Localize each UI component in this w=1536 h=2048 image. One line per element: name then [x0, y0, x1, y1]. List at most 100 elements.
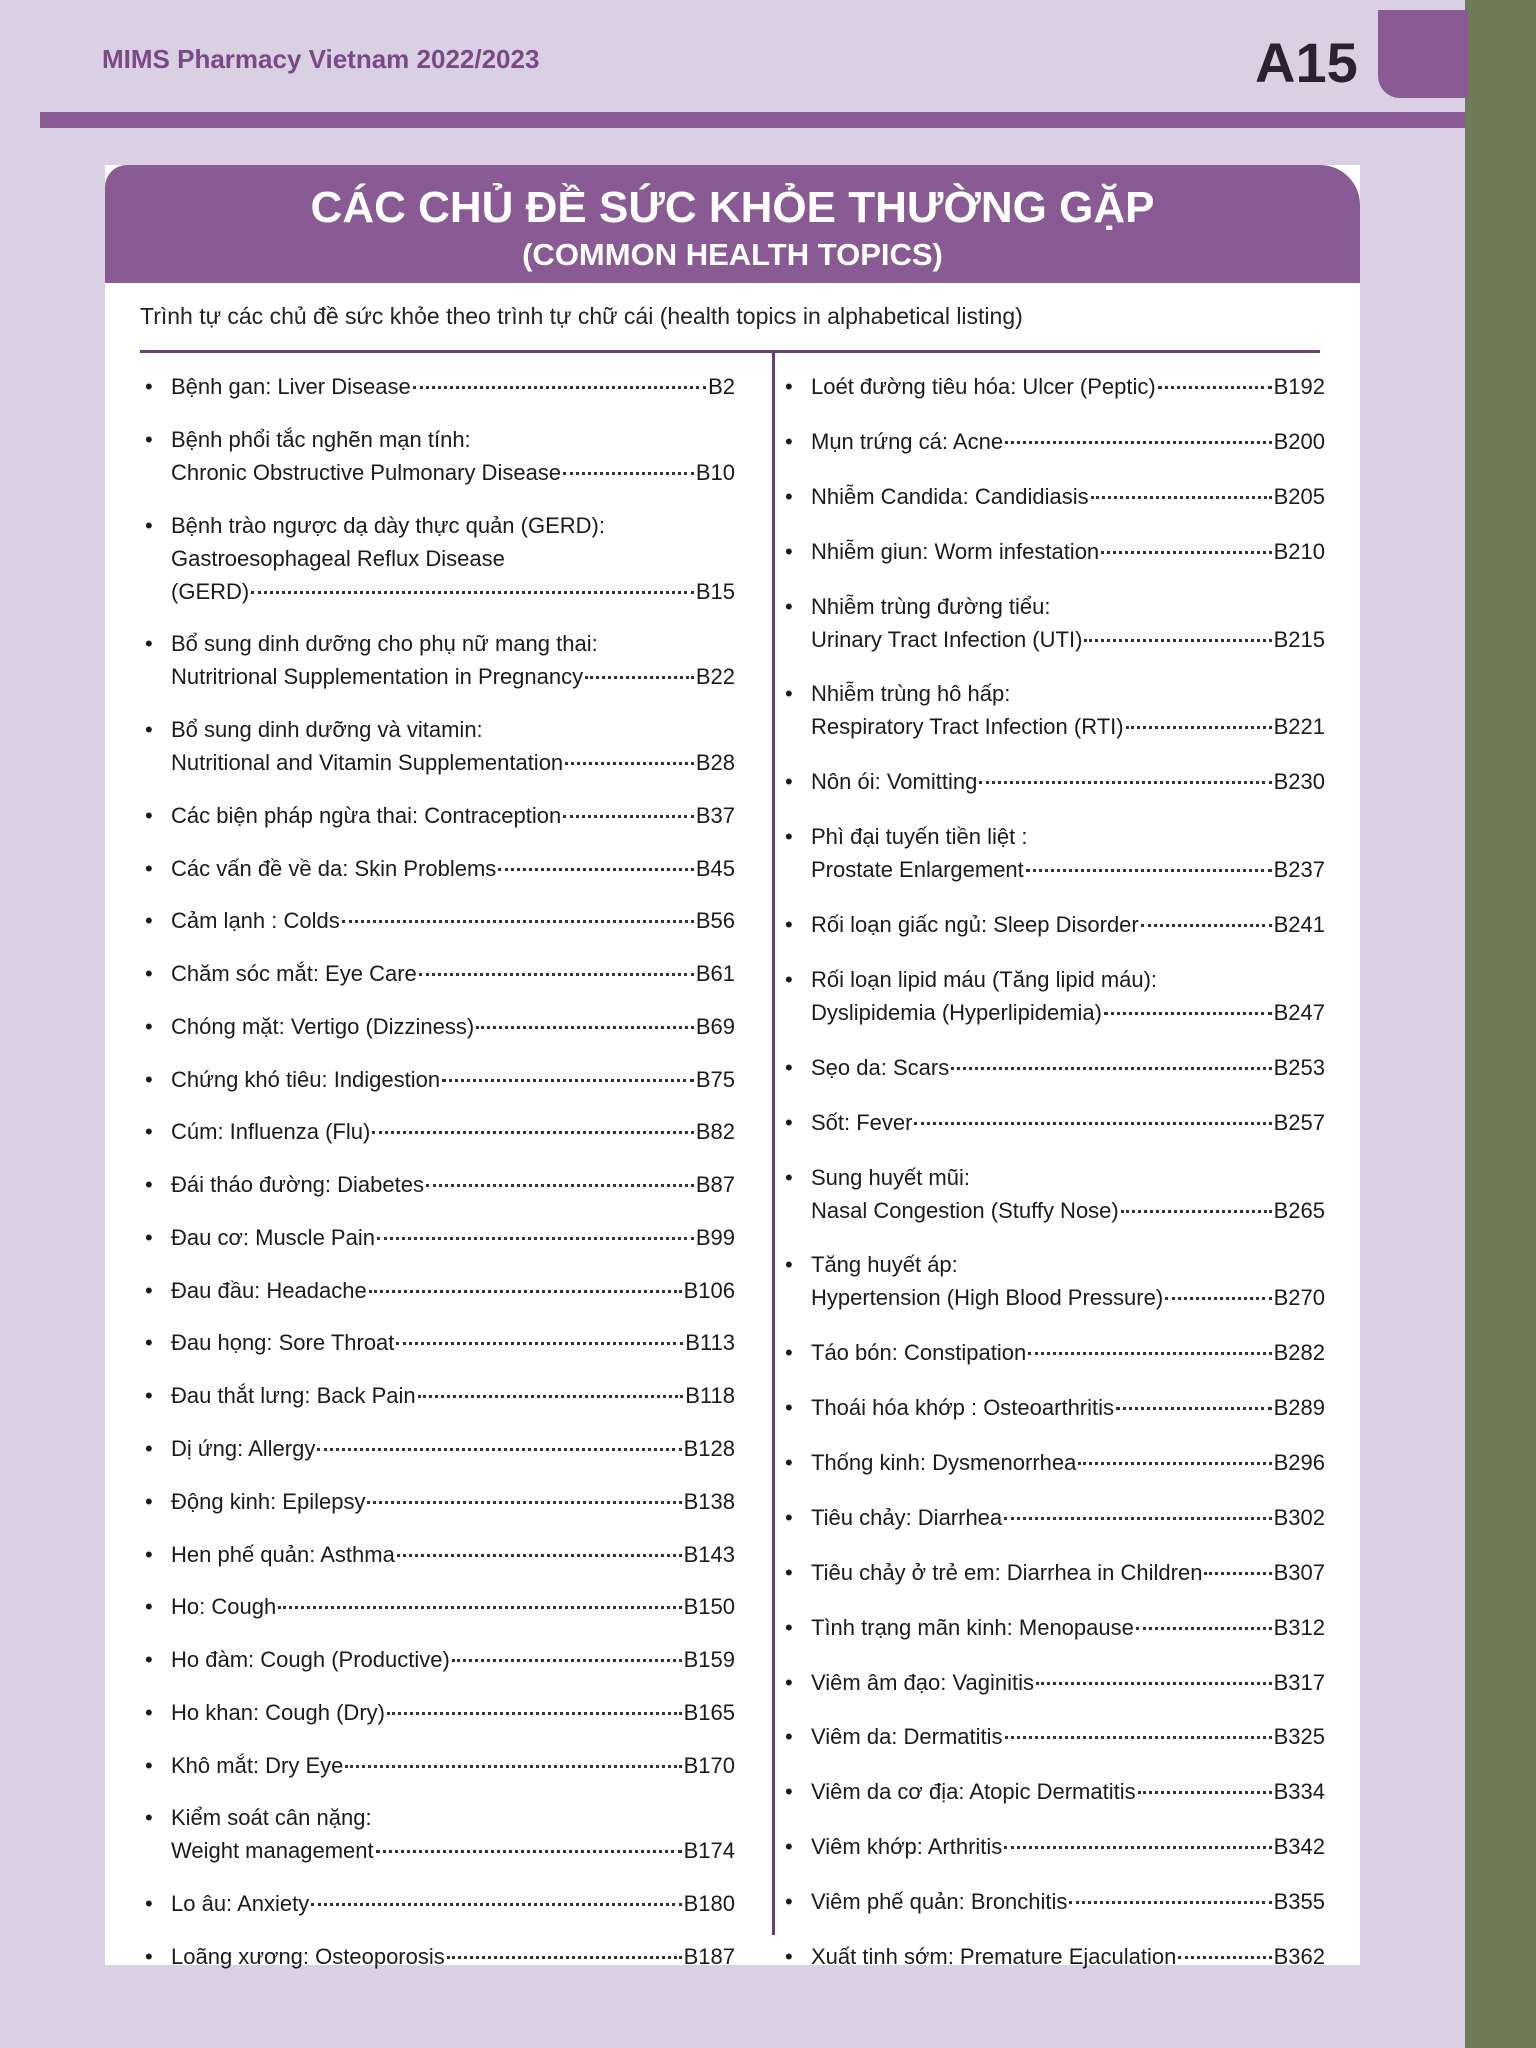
topic-row: Hypertension (High Blood Pressure) B270 — [811, 1281, 1325, 1314]
leader — [1028, 1352, 1272, 1356]
page-ref: B282 — [1273, 1340, 1325, 1366]
topic-row: Mụn trứng cá: Acne B200 — [811, 425, 1325, 458]
topic-row: Xuất tinh sớm: Premature Ejaculation B362 — [811, 1940, 1325, 1973]
topic-row: Nutritional and Vitamin Supplementation B… — [171, 746, 735, 779]
leader — [418, 973, 694, 977]
topic-entry: Mụn trứng cá: Acne B200 — [785, 425, 1325, 458]
topic-entry: Chứng khó tiêu: Indigestion B75 — [145, 1063, 735, 1096]
topic-line: Nutritrional Supplementation in Pregnanc… — [171, 664, 584, 690]
topic-line: Dị ứng: Allergy — [171, 1436, 316, 1462]
topic-entry: Chăm sóc mắt: Eye Care B61 — [145, 957, 735, 990]
topic-row: Respiratory Tract Infection (RTI) B221 — [811, 710, 1325, 743]
page-ref: B28 — [695, 750, 735, 776]
topic-entry: Đau đầu: Headache B106 — [145, 1274, 735, 1307]
topic-row: Tình trạng mãn kinh: Menopause B312 — [811, 1611, 1325, 1644]
leader — [442, 1078, 694, 1082]
leader — [251, 590, 694, 594]
topic-line: Phì đại tuyến tiền liệt : — [811, 824, 1028, 850]
topic-row: Nutritrional Supplementation in Pregnanc… — [171, 660, 735, 693]
page-ref: B241 — [1273, 912, 1325, 937]
topic-entry: Khô mắt: Dry Eye B170 — [145, 1749, 735, 1782]
topic-line: Sung huyết mũi: — [811, 1164, 970, 1190]
topic-line: Hypertension (High Blood Pressure) — [811, 1285, 1164, 1311]
leader — [1025, 869, 1272, 873]
page-ref: B82 — [695, 1119, 735, 1145]
page-ref: B128 — [683, 1436, 735, 1462]
page-ref: B87 — [695, 1172, 735, 1198]
page-ref: B334 — [1273, 1779, 1325, 1805]
topic-line: Đau thắt lưng: Back Pain — [171, 1383, 416, 1409]
leader — [425, 1184, 694, 1188]
leader — [1004, 1516, 1272, 1520]
topic-line: Nhiễm trùng hô hấp: — [811, 681, 1011, 707]
leader — [1116, 1407, 1272, 1411]
leader — [585, 676, 694, 680]
topic-row: Táo bón: Constipation B282 — [811, 1336, 1325, 1369]
topic-line: Bổ sung dinh dưỡng và vitamin: — [171, 717, 483, 743]
page-ref: B10 — [695, 459, 735, 485]
leader — [1165, 1297, 1272, 1301]
topic-row: Các biện pháp ngừa thai: Contraception B3… — [171, 799, 735, 832]
leader — [375, 1850, 682, 1854]
leader — [1084, 638, 1272, 642]
page-ref: B317 — [1273, 1669, 1325, 1695]
topic-entry: Ho đàm: Cough (Productive) B159 — [145, 1643, 735, 1676]
topic-entry: Nhiễm trùng đường tiểu: Urinary Tract Inf… — [785, 590, 1325, 656]
topic-line: Viêm âm đạo: Vaginitis — [811, 1669, 1034, 1695]
topic-row: Chăm sóc mắt: Eye Care B61 — [171, 957, 735, 990]
topic-row: Tiêu chảy ở trẻ em: Diarrhea in Children… — [811, 1556, 1325, 1589]
topic-line: Các biện pháp ngừa thai: Contraception — [171, 802, 562, 828]
leader — [376, 1236, 694, 1240]
leader — [1125, 726, 1272, 730]
intro: Trình tự các chủ đề sức khỏe theo trình … — [140, 303, 1023, 329]
topic-row: Ho khan: Cough (Dry) B165 — [171, 1696, 735, 1729]
page-ref: B22 — [695, 664, 735, 690]
page-ref: B342 — [1273, 1834, 1325, 1860]
topic-line: Thoái hóa khớp : Osteoarthritis — [811, 1395, 1115, 1421]
topic-row: Loét đường tiêu hóa: Ulcer (Peptic) B192 — [811, 370, 1325, 403]
leader — [951, 1066, 1272, 1070]
topic-line: Viêm da: Dermatitis — [811, 1724, 1003, 1750]
topic-entry: Cúm: Influenza (Flu) B82 — [145, 1115, 735, 1148]
page-tab — [1378, 10, 1468, 98]
page-ref: B61 — [695, 961, 735, 987]
topic-line: Loãng xương: Osteoporosis — [171, 1943, 445, 1969]
topic-row: Cúm: Influenza (Flu) B82 — [171, 1115, 735, 1148]
topic-line: Sẹo da: Scars — [811, 1054, 950, 1080]
topic-entry: Đái tháo đường: Diabetes B87 — [145, 1168, 735, 1201]
leader — [417, 1395, 684, 1399]
topic-row: Đau cơ: Muscle Pain B99 — [171, 1221, 735, 1254]
topic-entry: Nôn ói: Vomitting B230 — [785, 765, 1325, 798]
topic-row: Viêm da cơ địa: Atopic Dermatitis B334 — [811, 1775, 1325, 1808]
page-ref: B75 — [695, 1066, 735, 1092]
page-ref: B113 — [685, 1330, 735, 1356]
topic-row: Chứng khó tiêu: Indigestion B75 — [171, 1063, 735, 1096]
topic-entry: Ho khan: Cough (Dry) B165 — [145, 1696, 735, 1729]
leader — [386, 1711, 682, 1715]
topic-line: Nhiễm giun: Worm infestation — [811, 538, 1100, 564]
page-ref: B230 — [1273, 769, 1325, 795]
leader — [396, 1553, 682, 1557]
page-ref: B247 — [1273, 999, 1325, 1025]
publication: MIMS Pharmacy Vietnam 2022/2023 — [102, 44, 540, 74]
topic-entry: Thoái hóa khớp : Osteoarthritis B289 — [785, 1391, 1325, 1424]
leader — [368, 1289, 682, 1293]
page-ref: B106 — [683, 1277, 735, 1303]
leader — [451, 1659, 682, 1663]
leader — [278, 1606, 682, 1610]
page-ref: B302 — [1273, 1504, 1325, 1530]
leader — [1120, 1209, 1272, 1213]
leader — [1004, 1846, 1272, 1850]
topic-entry: Các biện pháp ngừa thai: Contraception B3… — [145, 799, 735, 832]
page-ref: B37 — [695, 802, 735, 828]
leader — [914, 1121, 1272, 1125]
topic-entry: Nhiễm Candida: Candidiasis B205 — [785, 480, 1325, 513]
topic-line: Bệnh phổi tắc nghẽn mạn tính: — [171, 426, 471, 452]
topic-row: Đau họng: Sore Throat B113 — [171, 1326, 735, 1359]
topic-line: Chăm sóc mắt: Eye Care — [171, 961, 417, 987]
topic-line: Ho: Cough — [171, 1594, 277, 1620]
topic-line: Các vấn đề về da: Skin Problems — [171, 855, 497, 881]
topic-line: Đái tháo đường: Diabetes — [171, 1172, 424, 1198]
topic-line: Loét đường tiêu hóa: Ulcer (Peptic) — [811, 374, 1156, 399]
topic-line: Viêm khớp: Arthritis — [811, 1834, 1003, 1860]
